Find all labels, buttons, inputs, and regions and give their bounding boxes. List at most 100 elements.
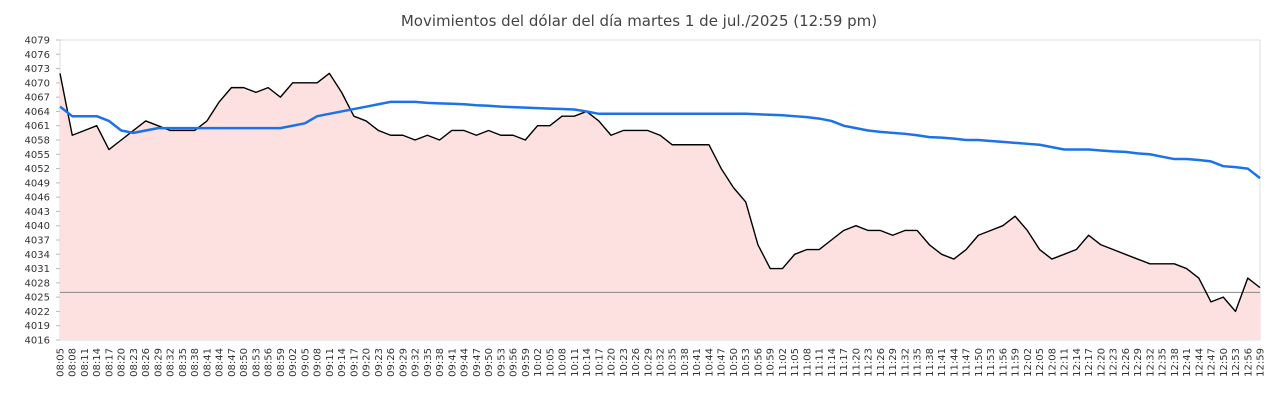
y-tick-label: 4046 [25,193,50,204]
x-tick-label: 08:05 [56,348,67,377]
x-tick-label: 10:14 [582,348,593,377]
x-tick-label: 10:26 [631,348,642,377]
x-tick-label: 11:17 [839,348,850,377]
x-tick-label: 10:56 [753,348,764,377]
x-tick-label: 10:41 [692,348,703,377]
x-tick-label: 09:50 [484,348,495,377]
x-tick-label: 10:05 [545,348,556,377]
x-tick-label: 10:35 [668,348,679,377]
x-tick-label: 12:20 [1096,348,1107,377]
y-tick-label: 4061 [25,121,50,132]
x-tick-label: 12:29 [1133,348,1144,377]
x-tick-label: 11:41 [937,348,948,377]
y-tick-label: 4076 [25,50,50,61]
x-tick-label: 11:59 [1011,348,1022,377]
x-tick-label: 09:56 [509,348,520,377]
x-tick-label: 08:59 [276,348,287,377]
x-tick-label: 09:11 [325,348,336,377]
x-tick-label: 09:38 [435,348,446,377]
x-tick-label: 09:08 [313,348,324,377]
x-tick-label: 11:56 [998,348,1009,377]
x-tick-label: 12:56 [1243,348,1254,377]
x-tick-label: 09:23 [374,348,385,377]
x-tick-label: 08:38 [190,348,201,377]
x-tick-label: 11:02 [778,348,789,377]
y-tick-label: 4022 [25,307,50,318]
y-tick-label: 4049 [25,178,50,189]
y-tick-label: 4055 [25,150,50,161]
x-tick-label: 11:14 [827,348,838,377]
x-tick-label: 12:08 [1047,348,1058,377]
x-tick-label: 11:35 [913,348,924,377]
area [60,73,1260,340]
x-tick-label: 11:47 [962,348,973,377]
y-tick-label: 4037 [25,236,50,247]
x-tick-label: 12:02 [1023,348,1034,377]
x-tick-label: 08:14 [92,348,103,377]
x-tick-label: 10:08 [558,348,569,377]
x-tick-label: 10:23 [619,348,630,377]
y-tick-label: 4058 [25,136,50,147]
x-tick-label: 09:53 [496,348,507,377]
chart-title: Movimientos del dólar del día martes 1 d… [401,12,877,30]
x-tick-label: 12:23 [1109,348,1120,377]
x-tick-label: 12:11 [1060,348,1071,377]
x-tick-label: 09:14 [337,348,348,377]
x-tick-label: 12:17 [1084,348,1095,377]
x-tick-label: 11:08 [802,348,813,377]
y-tick-label: 4025 [25,293,50,304]
x-tick-label: 08:17 [104,348,115,377]
x-tick-label: 10:50 [729,348,740,377]
y-tick-label: 4043 [25,207,50,218]
x-tick-label: 12:38 [1170,348,1181,377]
x-tick-label: 08:23 [129,348,140,377]
x-tick-label: 09:35 [423,348,434,377]
y-tick-label: 4028 [25,278,50,289]
x-tick-label: 09:47 [472,348,483,377]
x-tick-label: 09:02 [288,348,299,377]
x-tick-label: 10:44 [704,348,715,377]
x-tick-label: 11:29 [888,348,899,377]
x-tick-label: 11:26 [876,348,887,377]
y-tick-label: 4052 [25,164,50,175]
x-tick-label: 09:41 [447,348,458,377]
x-tick-label: 12:50 [1219,348,1230,377]
x-tick-label: 12:41 [1182,348,1193,377]
x-tick-label: 10:17 [594,348,605,377]
x-tick-label: 08:32 [166,348,177,377]
x-tick-label: 10:29 [643,348,654,377]
x-tick-label: 09:26 [386,348,397,377]
x-tick-label: 09:29 [398,348,409,377]
x-tick-label: 08:53 [251,348,262,377]
x-tick-label: 10:32 [656,348,667,377]
x-tick-label: 08:56 [264,348,275,377]
x-tick-label: 12:59 [1256,348,1267,377]
x-tick-label: 11:38 [925,348,936,377]
x-tick-label: 12:26 [1121,348,1132,377]
x-tick-label: 08:29 [153,348,164,377]
y-tick-label: 4040 [25,221,50,232]
series-line [59,100,1261,180]
x-tick-label: 11:53 [986,348,997,377]
x-tick-label: 08:26 [141,348,152,377]
x-tick-label: 08:41 [202,348,213,377]
x-tick-label: 08:08 [68,348,79,377]
x-tick-label: 11:11 [815,348,826,377]
x-tick-label: 08:50 [239,348,250,377]
x-tick-label: 08:11 [80,348,91,377]
x-tick-label: 08:35 [178,348,189,377]
x-tick-label: 10:53 [741,348,752,377]
x-tick-label: 11:23 [864,348,875,377]
x-tick-label: 12:47 [1207,348,1218,377]
x-tick-label: 10:47 [717,348,728,377]
x-tick-label: 09:32 [411,348,422,377]
x-tick-label: 10:11 [570,348,581,377]
x-tick-label: 09:05 [300,348,311,377]
x-tick-label: 11:20 [851,348,862,377]
x-tick-label: 11:32 [900,348,911,377]
x-tick-label: 08:44 [215,348,226,377]
y-tick-label: 4064 [25,107,50,118]
x-tick-label: 12:35 [1158,348,1169,377]
